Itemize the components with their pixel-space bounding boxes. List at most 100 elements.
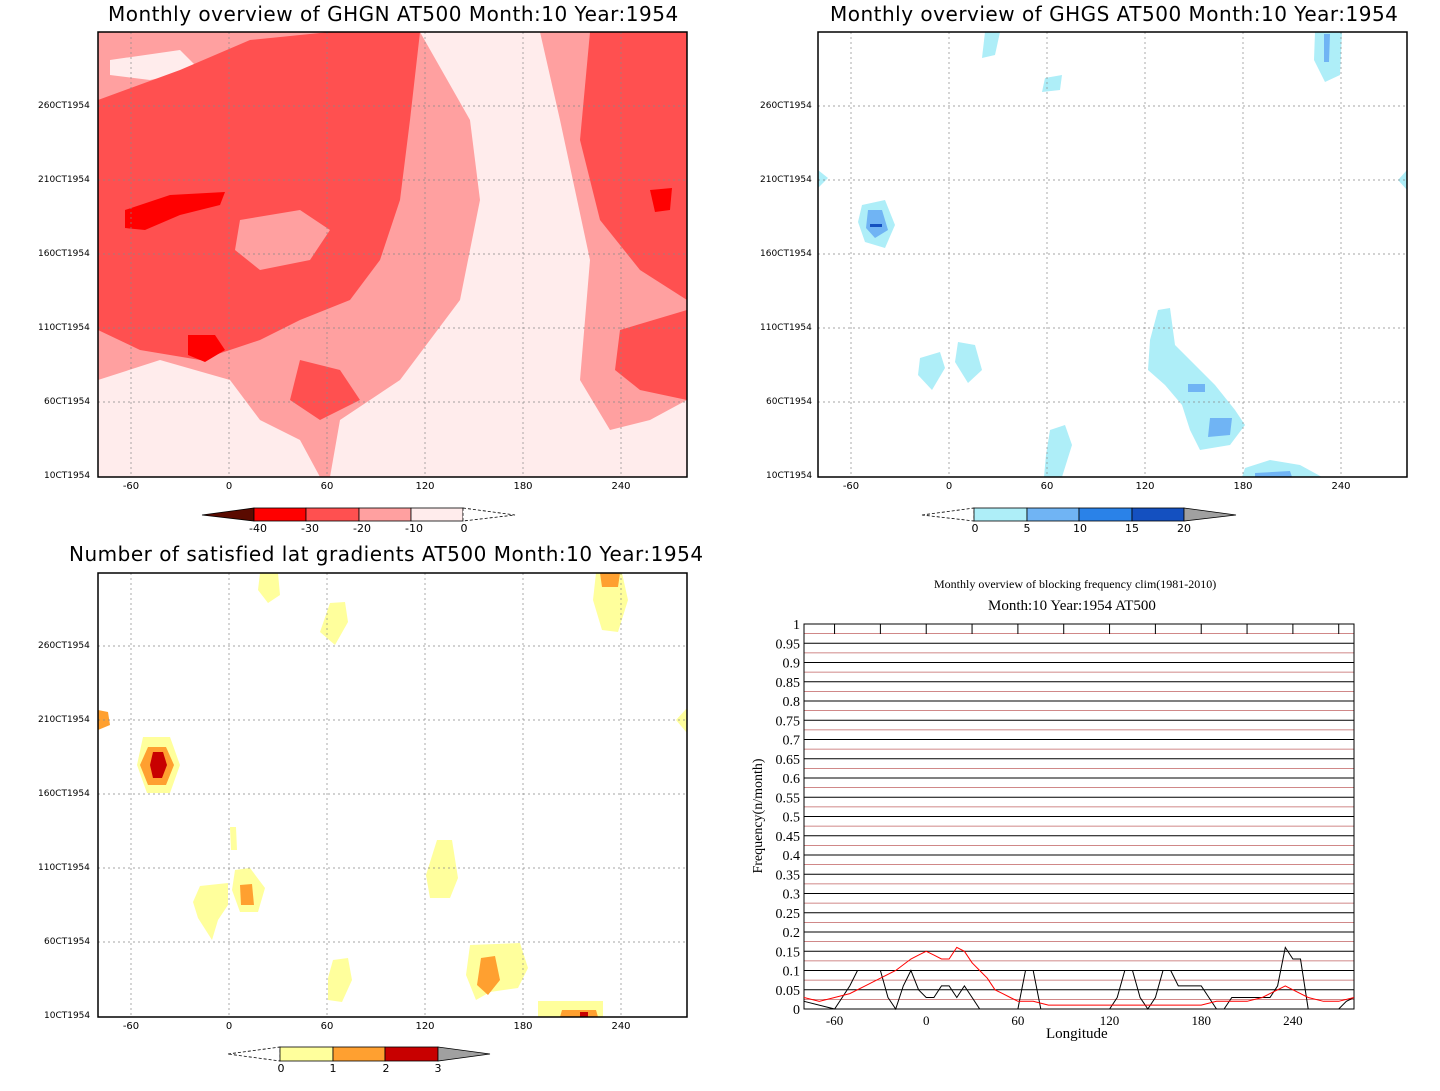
ghgs-contour <box>1188 384 1205 392</box>
ghgn-xtick: 240 <box>611 481 631 492</box>
ghgn-colorbar <box>201 507 516 522</box>
y-tick-label: 0 <box>793 1003 800 1018</box>
ghgn-title: Monthly overview of GHGN AT500 Month:10 … <box>108 2 679 26</box>
gradients-contour <box>258 573 280 603</box>
frequency-subtitle: Month:10 Year:1954 AT500 <box>988 598 1156 614</box>
gradients-xtick: 60 <box>320 1021 334 1032</box>
y-tick-label: 0.65 <box>776 753 801 768</box>
gradients-ytick: 260CT1954 <box>38 641 90 651</box>
frequency-xlabel: Longitude <box>1046 1026 1108 1042</box>
x-tick-label: 120 <box>1100 1013 1120 1028</box>
y-tick-label: 0.25 <box>776 907 801 922</box>
x-tick-label: 180 <box>1191 1013 1211 1028</box>
gradients-contour <box>230 827 237 850</box>
ghgn-grid <box>98 32 687 477</box>
ghgn-cbtick: 0 <box>460 522 468 535</box>
y-tick-label: 0.55 <box>776 791 801 806</box>
gradients-xtick: 180 <box>513 1021 533 1032</box>
y-tick-label: 0.45 <box>776 830 801 845</box>
ghgn-ytick: 260CT1954 <box>38 101 90 111</box>
gradients-contour <box>240 884 254 905</box>
ghgn-cbtick: -20 <box>353 522 371 535</box>
gradients-contour <box>600 573 620 587</box>
ghgs-contour <box>1148 308 1245 450</box>
ghgs-ytick: 60CT1954 <box>766 397 813 407</box>
ghgn-frame <box>97 31 688 478</box>
gradients-contour <box>477 956 500 995</box>
ghgs-ytick: 10CT1954 <box>766 471 813 481</box>
x-tick-label: 240 <box>1283 1013 1303 1028</box>
ghgs-xtick: 120 <box>1135 481 1155 492</box>
y-tick-label: 0.2 <box>783 926 801 941</box>
gradients-xtick: 0 <box>225 1021 233 1032</box>
ghgn-contour-light <box>98 360 320 477</box>
ghgn-ytick: 160CT1954 <box>38 249 90 259</box>
colorbar-swatch <box>227 1046 281 1062</box>
y-tick-label: 0.85 <box>776 676 801 691</box>
ghgs-contour <box>870 224 882 227</box>
gradients-ytick: 60CT1954 <box>44 937 91 947</box>
ghgn-contour-mid <box>98 32 420 360</box>
frequency-line-red <box>803 946 1355 1006</box>
ghgs-contour <box>918 352 945 390</box>
ghgs-cbtick: 10 <box>1073 522 1087 535</box>
ghgn-cbtick: -30 <box>301 522 319 535</box>
ghgs-xtick: -60 <box>842 481 860 492</box>
gradients-xtick: 240 <box>611 1021 631 1032</box>
frequency-line-black <box>803 946 1355 1011</box>
gradients-contour <box>426 840 458 898</box>
x-tick-label: 60 <box>1011 1013 1024 1028</box>
ghgs-xtick: 0 <box>945 481 953 492</box>
colorbar-swatch <box>437 1046 491 1062</box>
ghgs-contour <box>1208 418 1232 437</box>
ghgs-ytick: 210CT1954 <box>760 175 812 185</box>
ghgs-contour <box>818 170 828 188</box>
x-tick-label: -60 <box>826 1013 843 1028</box>
ghgn-ytick: 60CT1954 <box>44 397 91 407</box>
ghgn-xtick: 60 <box>320 481 334 492</box>
gradients-contour <box>560 1010 598 1017</box>
colorbar-swatch <box>1183 507 1237 522</box>
gradients-contour <box>593 573 628 632</box>
gradients-ytick: 210CT1954 <box>38 715 90 725</box>
gradients-contour <box>328 958 352 1002</box>
ghgs-ytick: 260CT1954 <box>760 101 812 111</box>
gradients-cbtick: 1 <box>329 1062 337 1075</box>
gradients-contour <box>193 883 228 940</box>
colorbar-swatch <box>462 507 516 522</box>
ghgn-contour-strong <box>650 188 672 212</box>
frequency-title: Monthly overview of blocking frequency c… <box>934 577 1217 591</box>
ghgs-ytick: 160CT1954 <box>760 249 812 259</box>
ghgs-contour <box>1044 425 1072 477</box>
ghgn-cbtick: -10 <box>405 522 423 535</box>
gradients-contour <box>150 752 167 778</box>
ghgn-ytick: 110CT1954 <box>38 323 90 333</box>
y-tick-label: 0.8 <box>783 695 801 710</box>
ghgn-contour-strong <box>125 192 225 230</box>
ghgn-contour-light <box>330 32 687 477</box>
y-tick-label: 1 <box>793 618 800 633</box>
ghgn-contour-mid <box>290 360 360 420</box>
ghgn-contour-mid <box>235 210 330 270</box>
ghgn-contour-mid <box>615 310 687 400</box>
gradients-title: Number of satisfied lat gradients AT500 … <box>69 542 704 566</box>
ghgs-frame <box>817 31 1408 478</box>
y-tick-label: 0.7 <box>783 734 801 749</box>
gradients-ytick: 10CT1954 <box>44 1011 91 1021</box>
gradients-cbtick: 3 <box>434 1062 442 1075</box>
ghgs-colorbar <box>921 507 1237 522</box>
ghgs-title: Monthly overview of GHGS AT500 Month:10 … <box>830 2 1399 26</box>
ghgn-cbtick: -40 <box>249 522 267 535</box>
ghgn-ytick: 210CT1954 <box>38 175 90 185</box>
ghgs-xtick: 60 <box>1040 481 1054 492</box>
ghgs-contour <box>982 32 1000 58</box>
y-tick-label: 0.35 <box>776 868 801 883</box>
gradients-ytick: 160CT1954 <box>38 789 90 799</box>
gradients-xtick: 120 <box>415 1021 435 1032</box>
ghgs-xtick: 240 <box>1331 481 1351 492</box>
ghgs-contour <box>1255 471 1292 477</box>
x-tick-label: 0 <box>923 1013 930 1028</box>
y-tick-label: 0.15 <box>776 945 801 960</box>
ghgn-xtick: 0 <box>225 481 233 492</box>
